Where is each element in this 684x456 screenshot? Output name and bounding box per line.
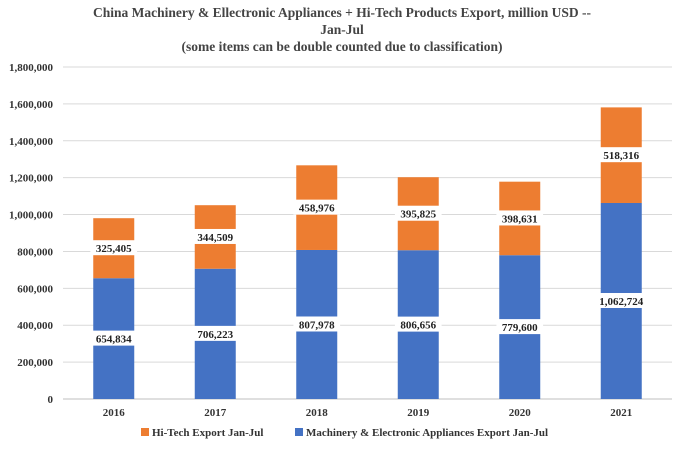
data-label-hitech-2021: 518,316 [597, 147, 645, 163]
data-label-hitech-2021-box [597, 147, 645, 163]
chart-title-line-1: China Machinery & Ellectronic Appliances… [93, 5, 591, 20]
legend-swatch-machinery [295, 428, 303, 436]
data-label-machinery-2021-text: 1,062,724 [599, 296, 644, 308]
x-tick-label: 2017 [204, 407, 227, 419]
data-label-machinery-2021-box [591, 292, 651, 308]
legend: Hi-Tech Export Jan-Jul Machinery & Electr… [141, 427, 548, 439]
chart-title: China Machinery & Ellectronic Appliances… [93, 5, 591, 54]
data-label-machinery-2019: 806,656 [394, 316, 442, 332]
legend-label-hitech: Hi-Tech Export Jan-Jul [152, 427, 263, 439]
data-label-hitech-2020: 398,631 [496, 210, 544, 226]
data-label-machinery-2017-box [191, 325, 239, 341]
x-tick-label: 2016 [103, 407, 126, 419]
x-tick-label: 2018 [306, 407, 329, 419]
data-label-hitech-2016: 325,405 [90, 240, 138, 256]
data-label-hitech-2016-text: 325,405 [96, 243, 132, 255]
x-tick-label: 2020 [509, 407, 532, 419]
data-label-hitech-2017: 344,509 [191, 228, 239, 244]
data-label-hitech-2019-text: 395,825 [400, 209, 436, 221]
data-label-machinery-2018-box [293, 316, 341, 332]
chart-title-line-2: Jan-Jul [320, 22, 364, 37]
legend-swatch-hitech [141, 428, 149, 436]
data-label-machinery-2017-text: 706,223 [197, 329, 233, 341]
data-label-machinery-2018: 807,978 [293, 316, 341, 332]
data-label-hitech-2020-text: 398,631 [502, 213, 538, 225]
data-label-hitech-2020-box [496, 210, 544, 226]
data-label-machinery-2017: 706,223 [191, 325, 239, 341]
y-tick-label: 1,800,000 [9, 62, 54, 74]
y-tick-label: 1,600,000 [9, 99, 54, 111]
data-label-machinery-2019-box [394, 316, 442, 332]
chart-subtitle: (some items can be double counted due to… [182, 39, 503, 54]
data-label-machinery-2021: 1,062,724 [591, 292, 651, 308]
data-label-machinery-2020: 779,600 [496, 319, 544, 335]
x-tick-label: 2019 [407, 407, 430, 419]
y-tick-label: 1,400,000 [9, 136, 54, 148]
data-label-machinery-2016-box [90, 330, 138, 346]
data-label-hitech-2018: 458,976 [293, 199, 341, 215]
data-label-hitech-2021-text: 518,316 [603, 150, 639, 162]
data-label-machinery-2018-text: 807,978 [299, 319, 335, 331]
y-tick-label: 1,000,000 [9, 210, 54, 222]
y-tick-label: 200,000 [17, 357, 53, 369]
y-axis-tick-labels: 0 200,000 400,000 600,000 800,000 1,000,000 1,… [9, 62, 54, 406]
data-labels: 654,834 325,405 706,223 344,509 807,978 458,9… [90, 147, 651, 346]
x-tick-label: 2021 [610, 407, 632, 419]
y-tick-label: 400,000 [17, 320, 53, 332]
x-axis-tick-labels: 2016 2017 2018 2019 2020 2021 [103, 407, 633, 419]
legend-label-machinery: Machinery & Electronic Appliances Export… [306, 427, 548, 439]
y-tick-label: 600,000 [17, 283, 53, 295]
bar-series [93, 107, 642, 399]
y-gridlines [63, 66, 672, 400]
data-label-hitech-2016-box [90, 240, 138, 256]
data-label-machinery-2016: 654,834 [90, 330, 138, 346]
data-label-machinery-2016-text: 654,834 [96, 334, 132, 346]
data-label-hitech-2017-text: 344,509 [197, 232, 233, 244]
data-label-hitech-2017-box [191, 228, 239, 244]
y-tick-label: 800,000 [17, 246, 53, 258]
data-label-machinery-2020-text: 779,600 [502, 322, 538, 334]
data-label-hitech-2019-box [394, 205, 442, 221]
data-label-hitech-2019: 395,825 [394, 205, 442, 221]
data-label-machinery-2019-text: 806,656 [400, 320, 436, 332]
y-tick-label: 0 [48, 394, 54, 406]
data-label-hitech-2018-box [293, 199, 341, 215]
y-tick-label: 1,200,000 [9, 173, 54, 185]
data-label-hitech-2018-text: 458,976 [299, 203, 335, 215]
data-label-machinery-2020-box [496, 319, 544, 335]
